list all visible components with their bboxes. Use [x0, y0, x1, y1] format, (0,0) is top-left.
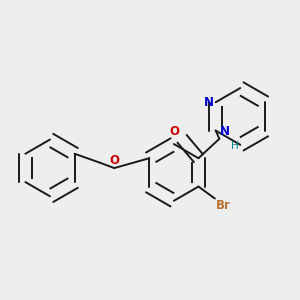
- Text: N: N: [220, 124, 230, 138]
- Text: Br: Br: [216, 199, 231, 212]
- Text: O: O: [169, 124, 179, 138]
- Text: O: O: [110, 154, 120, 167]
- Text: H: H: [231, 141, 239, 151]
- Text: N: N: [204, 96, 214, 109]
